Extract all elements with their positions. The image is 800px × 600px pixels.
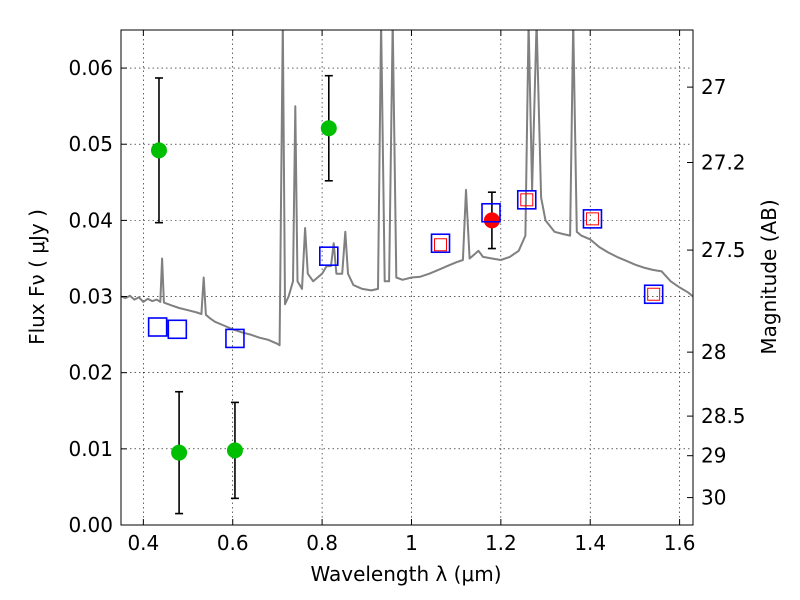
model-square — [481, 202, 501, 223]
y-axis-right-title: Magnitude (AB) — [757, 199, 781, 354]
right-tick-label: 30 — [701, 486, 726, 510]
x-tick-label: 0.4 — [127, 531, 159, 555]
model-square-inner — [585, 212, 599, 226]
x-tick-label: 1 — [405, 531, 418, 555]
model-square — [582, 209, 603, 229]
model-square — [516, 190, 537, 210]
photometry-point — [226, 442, 243, 459]
model-square-inner — [647, 287, 661, 301]
right-tick-label: 27.5 — [701, 238, 746, 262]
photometry-point — [483, 212, 500, 229]
axes: 0.4 0.6 0.8 1 1.2 1.4 1.6 0.00 0.01 0.02 0.03 0.04 0… — [68, 30, 746, 555]
model-square — [167, 319, 188, 340]
y-tick-label: 0.06 — [68, 56, 113, 80]
y-tick-label: 0.02 — [68, 361, 113, 385]
photometry-point — [320, 120, 337, 137]
model-square — [318, 246, 339, 266]
plot-area — [121, 30, 693, 515]
right-tick-label: 28.5 — [701, 404, 746, 428]
model-square — [225, 328, 245, 349]
x-tick-label: 1.2 — [485, 531, 517, 555]
right-tick-label: 28 — [701, 340, 726, 364]
model-square — [430, 233, 451, 254]
model-square-inner — [434, 238, 448, 252]
x-tick-label: 0.6 — [217, 531, 249, 555]
plot-frame — [120, 29, 694, 526]
right-tick-label: 29 — [701, 444, 726, 468]
photometry-point — [171, 444, 188, 461]
y-tick-label: 0.00 — [68, 513, 113, 537]
x-axis-title: Wavelength λ (μm) — [310, 562, 501, 586]
x-tick-label: 1.6 — [664, 531, 696, 555]
model-square — [643, 284, 664, 305]
x-tick-label: 0.8 — [306, 531, 338, 555]
model-square-inner — [520, 193, 534, 207]
y-axis-title: Flux Fν ( μJy ) — [25, 209, 49, 345]
photometry-point — [150, 142, 167, 159]
x-tick-label: 1.4 — [574, 531, 606, 555]
y-tick-label: 0.04 — [68, 208, 113, 232]
model-square — [147, 317, 168, 337]
right-tick-label: 27 — [701, 75, 726, 99]
grid-lines — [121, 30, 693, 526]
y-tick-label: 0.05 — [68, 132, 113, 156]
right-tick-label: 27.2 — [701, 151, 746, 175]
y-tick-label: 0.01 — [68, 437, 113, 461]
spectrum-line — [121, 30, 693, 347]
y-tick-label: 0.03 — [68, 285, 113, 309]
